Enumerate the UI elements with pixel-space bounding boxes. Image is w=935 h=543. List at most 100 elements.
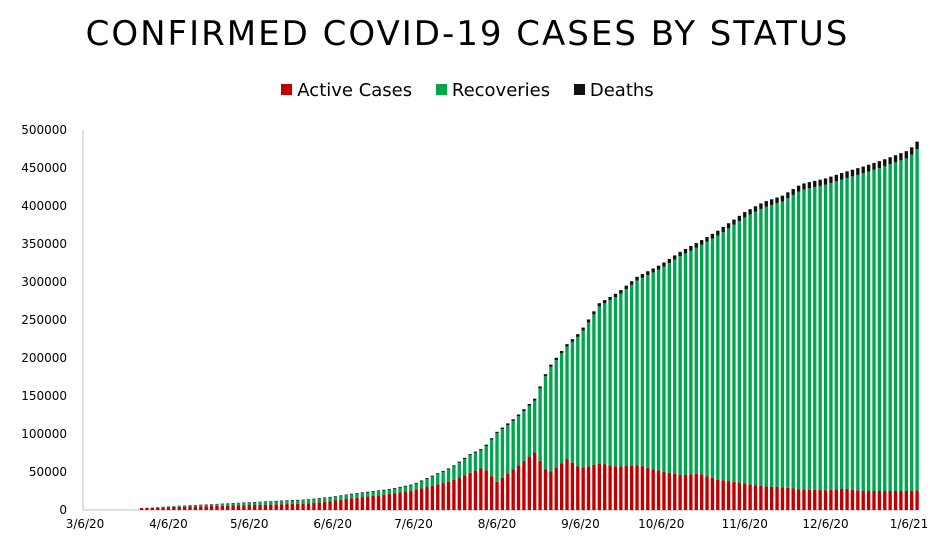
bar-deaths: [538, 386, 542, 389]
bar-recoveries: [204, 504, 208, 507]
bar-recoveries: [565, 346, 569, 460]
bar-recoveries: [586, 322, 591, 467]
bar-recoveries: [425, 478, 429, 487]
bar-deaths: [613, 293, 618, 298]
bar-active: [646, 467, 650, 510]
bar-recoveries: [355, 493, 359, 498]
bar-recoveries: [581, 330, 585, 468]
bar-stack: [818, 179, 822, 510]
bar-stack: [565, 344, 569, 510]
bar-stack: [667, 258, 672, 510]
bar-recoveries: [484, 446, 488, 471]
bar-recoveries: [629, 284, 634, 466]
bar-recoveries: [279, 501, 284, 505]
bar-stack: [840, 173, 844, 510]
bar-stack: [915, 141, 919, 510]
bar-stack: [409, 484, 413, 510]
bar-recoveries: [441, 471, 445, 484]
bar-recoveries: [705, 241, 709, 477]
bar-active: [209, 506, 214, 510]
bar-deaths: [721, 226, 725, 232]
bar-active: [710, 477, 715, 510]
bar-deaths: [834, 174, 838, 182]
bar-deaths: [495, 431, 499, 434]
legend-label-active: Active Cases: [297, 80, 413, 101]
x-tick-label: 4/6/20: [149, 517, 188, 531]
bar-stack: [743, 212, 747, 510]
bar-recoveries: [866, 171, 871, 491]
bar-recoveries: [640, 277, 645, 467]
bar-active: [872, 491, 876, 510]
bar-stack: [463, 457, 467, 510]
bar-recoveries: [775, 203, 779, 487]
bar-deaths: [269, 501, 273, 502]
bar-stack: [258, 501, 262, 510]
bar-stack: [683, 248, 688, 510]
bar-deaths: [296, 499, 300, 501]
bar-recoveries: [888, 164, 892, 491]
bar-stack: [899, 153, 903, 510]
bar-deaths: [382, 489, 386, 491]
bar-stack: [769, 199, 774, 510]
bar-deaths: [355, 493, 359, 494]
bar-stack: [834, 174, 838, 510]
bar-active: [279, 504, 284, 510]
bar-recoveries: [419, 481, 424, 489]
bar-stack: [457, 461, 461, 510]
bar-stack: [312, 498, 316, 510]
bar-active: [850, 489, 855, 510]
bar-stack: [495, 431, 499, 510]
bar-active: [484, 470, 488, 510]
bar-deaths: [888, 157, 892, 165]
bar-recoveries: [845, 177, 849, 490]
bar-deaths: [904, 151, 908, 159]
bar-recoveries: [796, 191, 801, 490]
bar-recoveries: [883, 166, 887, 491]
bar-deaths: [403, 485, 408, 487]
bar-stack: [371, 491, 375, 510]
bar-recoveries: [667, 263, 672, 473]
bar-deaths: [376, 490, 381, 492]
bar-recoveries: [904, 158, 908, 491]
x-tick-label: 11/6/20: [722, 517, 768, 531]
bar-stack: [446, 468, 451, 510]
bar-active: [613, 466, 618, 510]
bar-recoveries: [344, 495, 348, 499]
bar-active: [247, 505, 251, 510]
bar-active: [403, 491, 408, 510]
bar-active: [802, 489, 806, 510]
bar-recoveries: [721, 231, 725, 481]
bar-recoveries: [188, 505, 192, 507]
bar-active: [673, 473, 677, 510]
bar-recoveries: [689, 250, 693, 475]
bar-active: [306, 503, 311, 510]
legend-swatch-recoveries: [435, 84, 447, 95]
bar-recoveries: [177, 506, 181, 507]
bar-stack: [301, 499, 305, 510]
bar-active: [861, 491, 865, 510]
bar-stack: [403, 485, 408, 510]
bar-recoveries: [570, 341, 575, 463]
legend-label-deaths: Deaths: [589, 80, 654, 101]
bar-recoveries: [737, 221, 742, 483]
bar-recoveries: [285, 500, 289, 505]
bar-deaths: [850, 169, 855, 177]
bar-active: [570, 462, 575, 510]
bar-deaths: [646, 271, 650, 276]
bar-deaths: [759, 203, 763, 209]
bar-recoveries: [791, 194, 795, 489]
bar-recoveries: [473, 452, 478, 471]
bar-recoveries: [769, 204, 774, 487]
bar-deaths: [753, 206, 758, 212]
bar-active: [888, 491, 892, 510]
bar-deaths: [452, 465, 456, 467]
bar-active: [199, 506, 203, 510]
y-tick-label: 0: [59, 503, 67, 517]
bar-active: [576, 466, 580, 510]
bar-active: [769, 486, 774, 510]
bar-recoveries: [220, 504, 225, 506]
x-tick-label: 6/6/20: [313, 517, 352, 531]
bar-active: [242, 505, 246, 510]
bar-deaths: [910, 147, 914, 155]
bar-stack: [850, 169, 855, 510]
